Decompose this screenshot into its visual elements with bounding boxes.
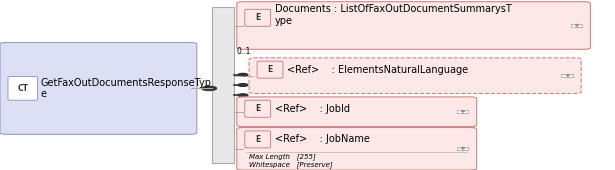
Text: E: E: [255, 135, 260, 144]
Text: Whitespace   [Preserve]: Whitespace [Preserve]: [249, 161, 333, 168]
Text: Documents : ListOfFaxOutDocumentSummarysT
ype: Documents : ListOfFaxOutDocumentSummarys…: [275, 4, 512, 26]
Text: +: +: [459, 109, 466, 115]
FancyBboxPatch shape: [8, 76, 38, 100]
Bar: [212, 7, 234, 163]
Text: E: E: [255, 13, 260, 22]
Text: E: E: [255, 104, 260, 113]
Circle shape: [238, 84, 248, 86]
Text: E: E: [268, 65, 272, 74]
FancyBboxPatch shape: [245, 9, 271, 26]
Text: <Ref>    : ElementsNaturalLanguage: <Ref> : ElementsNaturalLanguage: [287, 65, 469, 75]
FancyBboxPatch shape: [257, 61, 283, 78]
FancyBboxPatch shape: [571, 24, 582, 27]
FancyBboxPatch shape: [237, 97, 477, 127]
FancyBboxPatch shape: [457, 147, 468, 150]
Text: +: +: [573, 22, 579, 29]
Circle shape: [238, 73, 248, 76]
Text: <Ref>    : JobName: <Ref> : JobName: [275, 134, 370, 144]
FancyBboxPatch shape: [237, 2, 590, 49]
Circle shape: [238, 94, 248, 97]
Text: +: +: [459, 146, 466, 152]
Text: <Ref>    : JobId: <Ref> : JobId: [275, 104, 350, 114]
Circle shape: [202, 86, 216, 90]
Text: CT: CT: [17, 84, 28, 93]
Text: GetFaxOutDocumentsResponseTyp
e: GetFaxOutDocumentsResponseTyp e: [41, 78, 212, 99]
FancyBboxPatch shape: [237, 128, 477, 170]
FancyBboxPatch shape: [245, 131, 271, 148]
Text: 0..1: 0..1: [237, 47, 251, 56]
FancyBboxPatch shape: [0, 42, 197, 134]
FancyBboxPatch shape: [457, 110, 468, 113]
Text: Max Length   [255]: Max Length [255]: [249, 154, 316, 160]
FancyBboxPatch shape: [245, 100, 271, 117]
Text: +: +: [564, 73, 570, 79]
FancyBboxPatch shape: [561, 74, 573, 77]
FancyBboxPatch shape: [249, 58, 581, 94]
